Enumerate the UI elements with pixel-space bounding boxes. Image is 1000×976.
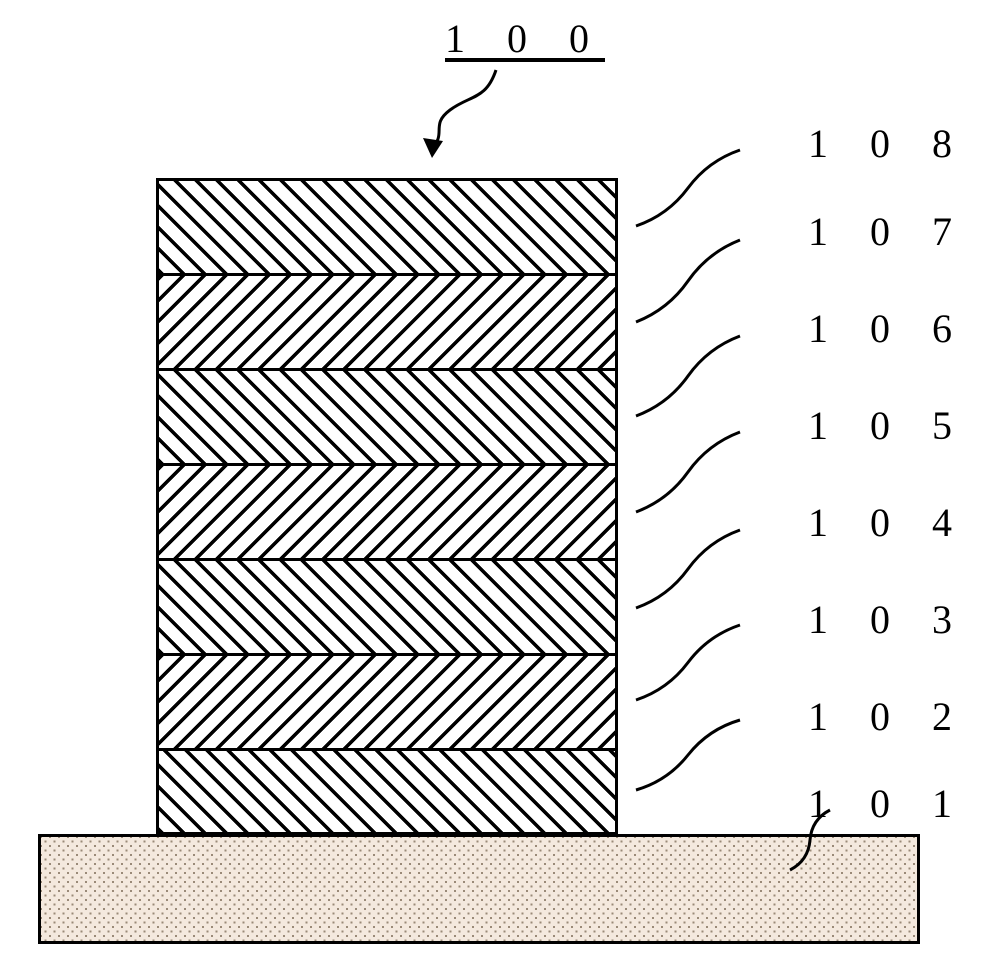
label-102: 1 0 2 <box>808 693 968 740</box>
label-103: 1 0 3 <box>808 596 968 643</box>
leader-line <box>636 625 740 700</box>
assembly-label: 1 0 0 <box>445 15 605 62</box>
leader-line <box>636 240 740 322</box>
layer-102 <box>156 748 618 835</box>
layer-108 <box>156 178 618 273</box>
label-108: 1 0 8 <box>808 120 968 167</box>
leader-line <box>636 530 740 608</box>
label-101: 1 0 1 <box>808 780 968 827</box>
label-105: 1 0 5 <box>808 402 968 449</box>
arrow-head <box>423 138 443 158</box>
label-104: 1 0 4 <box>808 499 968 546</box>
arrow-path <box>432 70 496 148</box>
layer-105 <box>156 463 618 558</box>
leader-line <box>636 150 740 226</box>
label-106: 1 0 6 <box>808 305 968 352</box>
layer-107 <box>156 273 618 368</box>
substrate-layer <box>38 834 920 944</box>
diagram-canvas: 1 0 0 1 0 1 1 0 2 1 0 3 1 0 4 1 0 5 1 0 6 1 0 … <box>0 0 1000 976</box>
layer-stack <box>156 178 618 835</box>
layer-104 <box>156 558 618 653</box>
leader-line <box>636 432 740 512</box>
layer-103 <box>156 653 618 748</box>
leader-line <box>636 336 740 416</box>
leader-line <box>636 720 740 790</box>
layer-106 <box>156 368 618 463</box>
label-107: 1 0 7 <box>808 208 968 255</box>
